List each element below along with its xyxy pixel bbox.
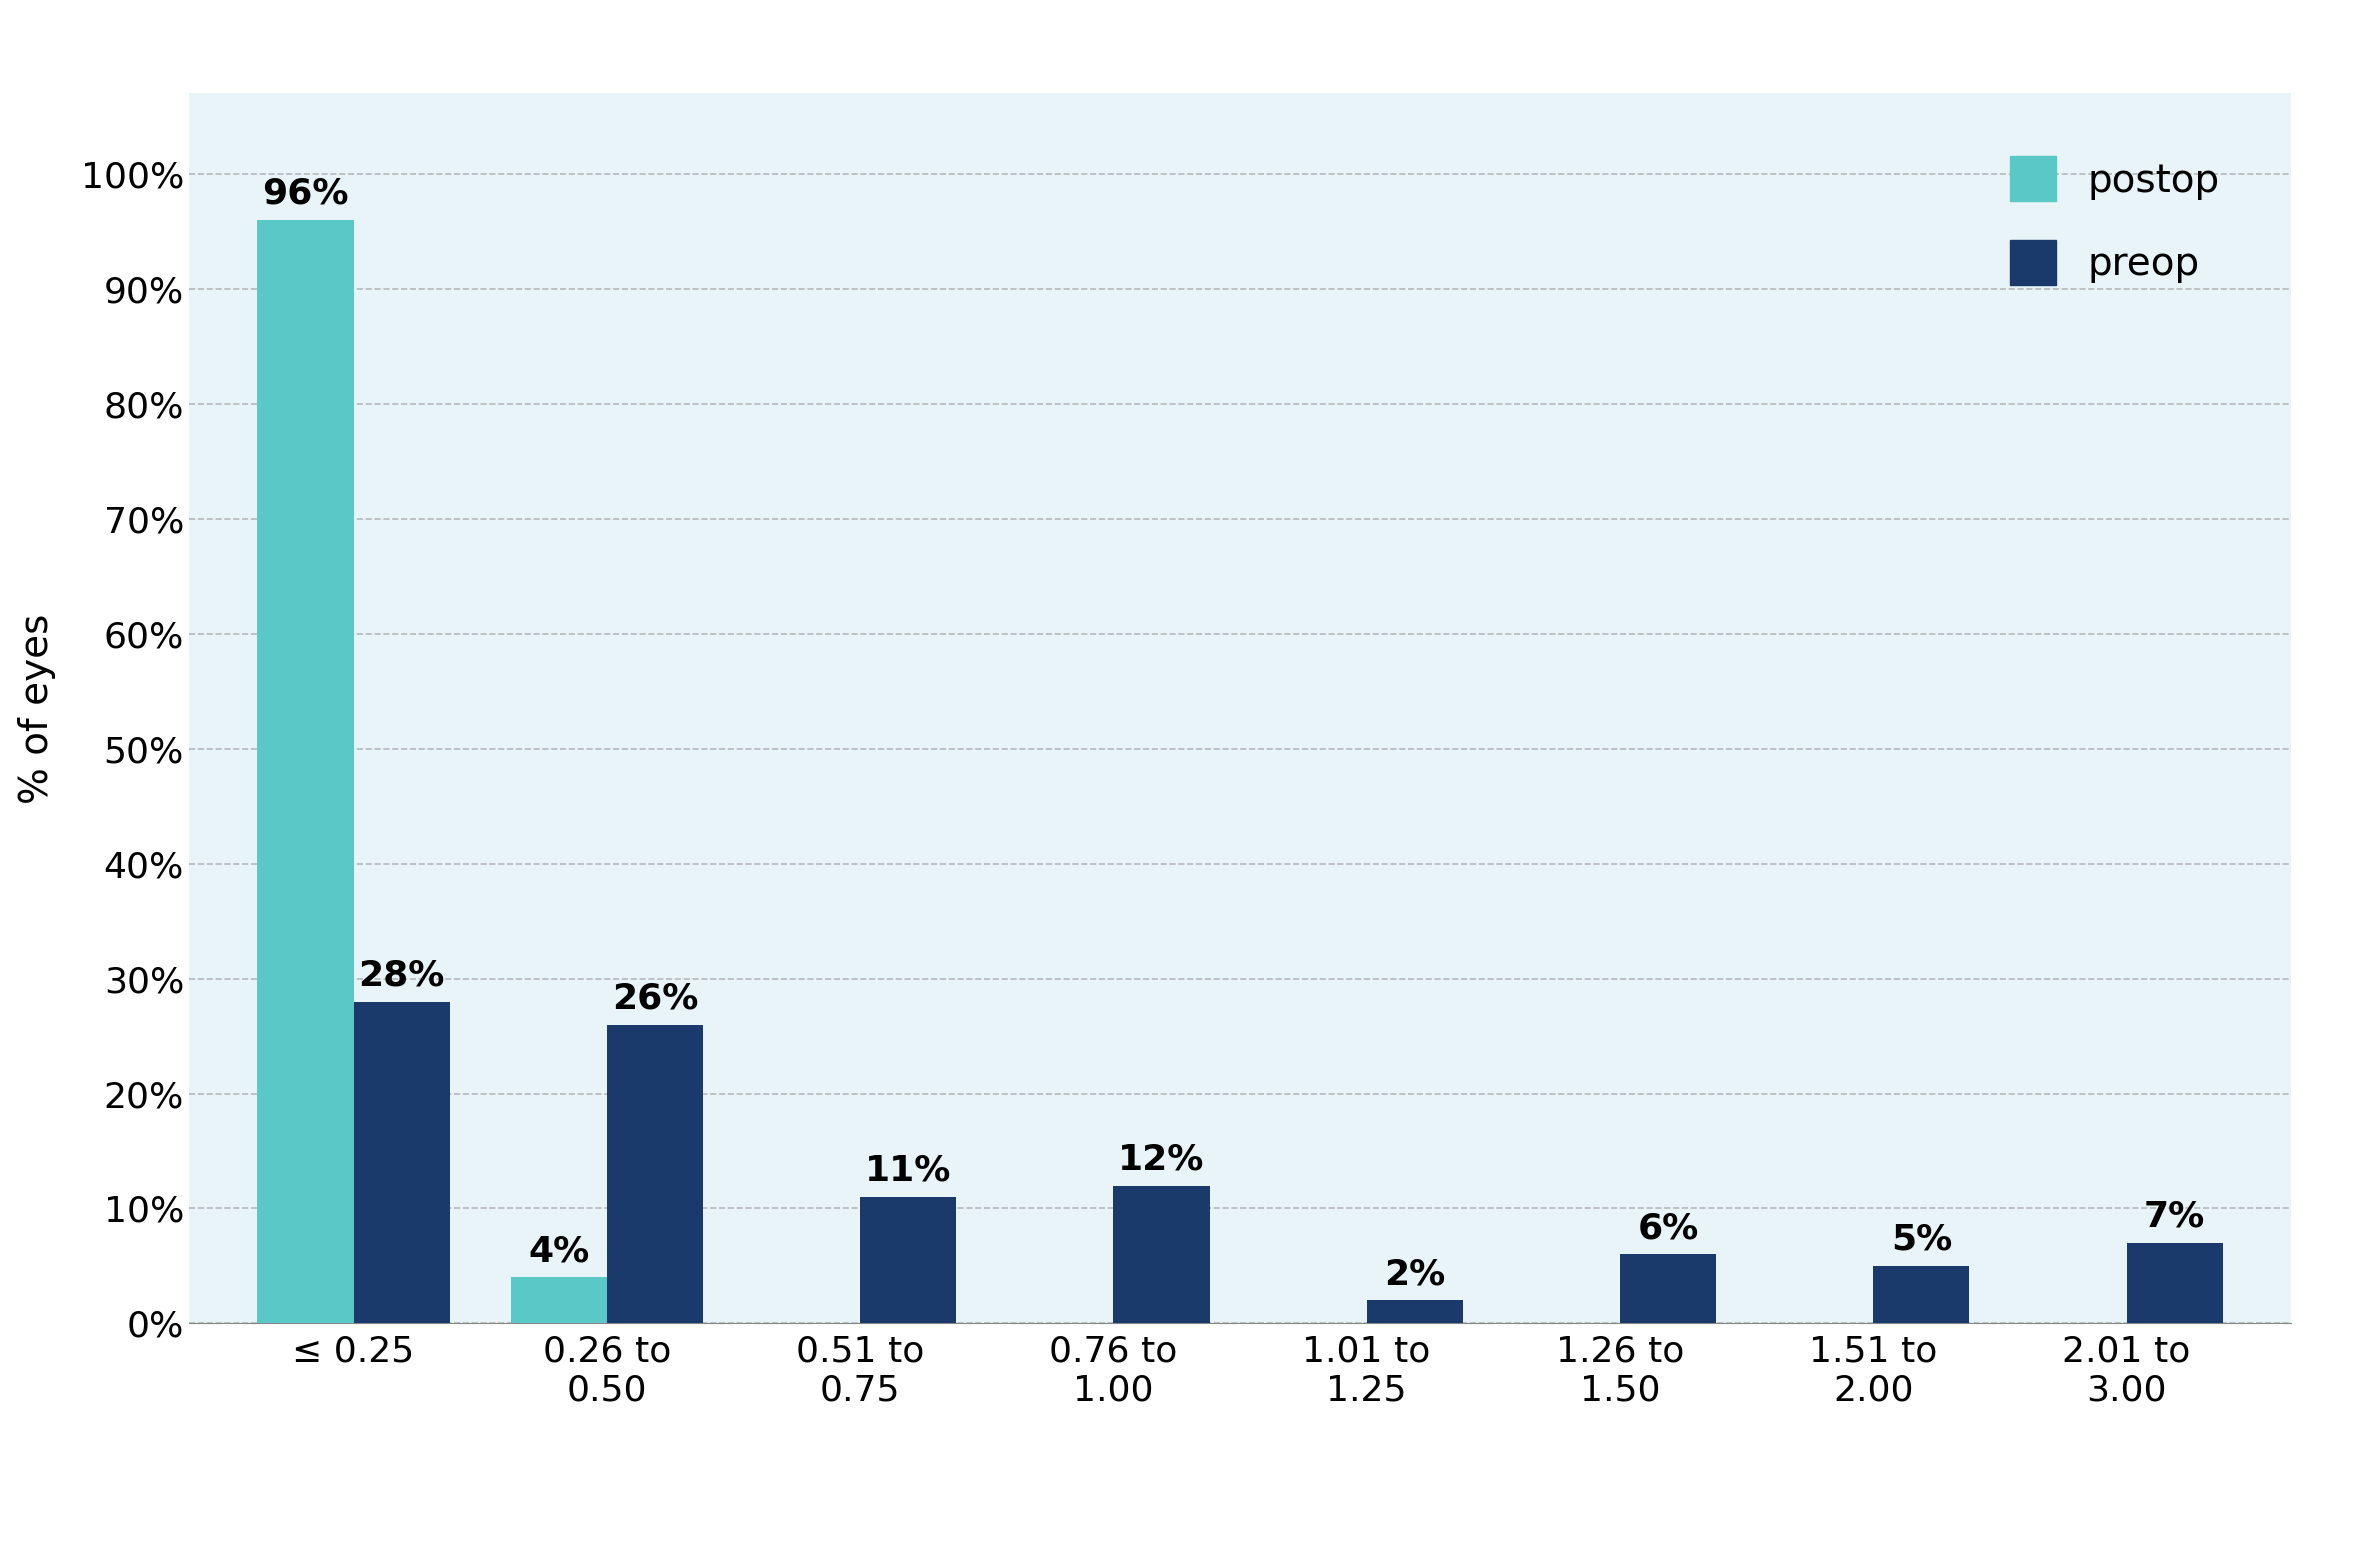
Legend: postop, preop: postop, preop <box>1979 125 2251 316</box>
Text: 28%: 28% <box>359 959 444 992</box>
Text: 6%: 6% <box>1637 1211 1698 1246</box>
Text: 12%: 12% <box>1117 1143 1205 1176</box>
Bar <box>607 1025 704 1323</box>
Bar <box>1368 1300 1462 1323</box>
Y-axis label: % of eyes: % of eyes <box>19 613 57 803</box>
Text: 2%: 2% <box>1384 1256 1446 1291</box>
Bar <box>1620 1255 1717 1323</box>
Text: 11%: 11% <box>864 1154 952 1188</box>
Bar <box>1113 1185 1209 1323</box>
Text: 5%: 5% <box>1890 1222 1951 1256</box>
Text: 96%: 96% <box>262 176 350 210</box>
Text: 4%: 4% <box>529 1235 590 1269</box>
Bar <box>860 1197 957 1323</box>
Text: 26%: 26% <box>612 981 699 1015</box>
Text: 7%: 7% <box>2145 1200 2206 1233</box>
Bar <box>2126 1242 2223 1323</box>
Bar <box>354 1001 449 1323</box>
Bar <box>1873 1266 1970 1323</box>
Bar <box>257 220 354 1323</box>
Bar <box>510 1277 607 1323</box>
